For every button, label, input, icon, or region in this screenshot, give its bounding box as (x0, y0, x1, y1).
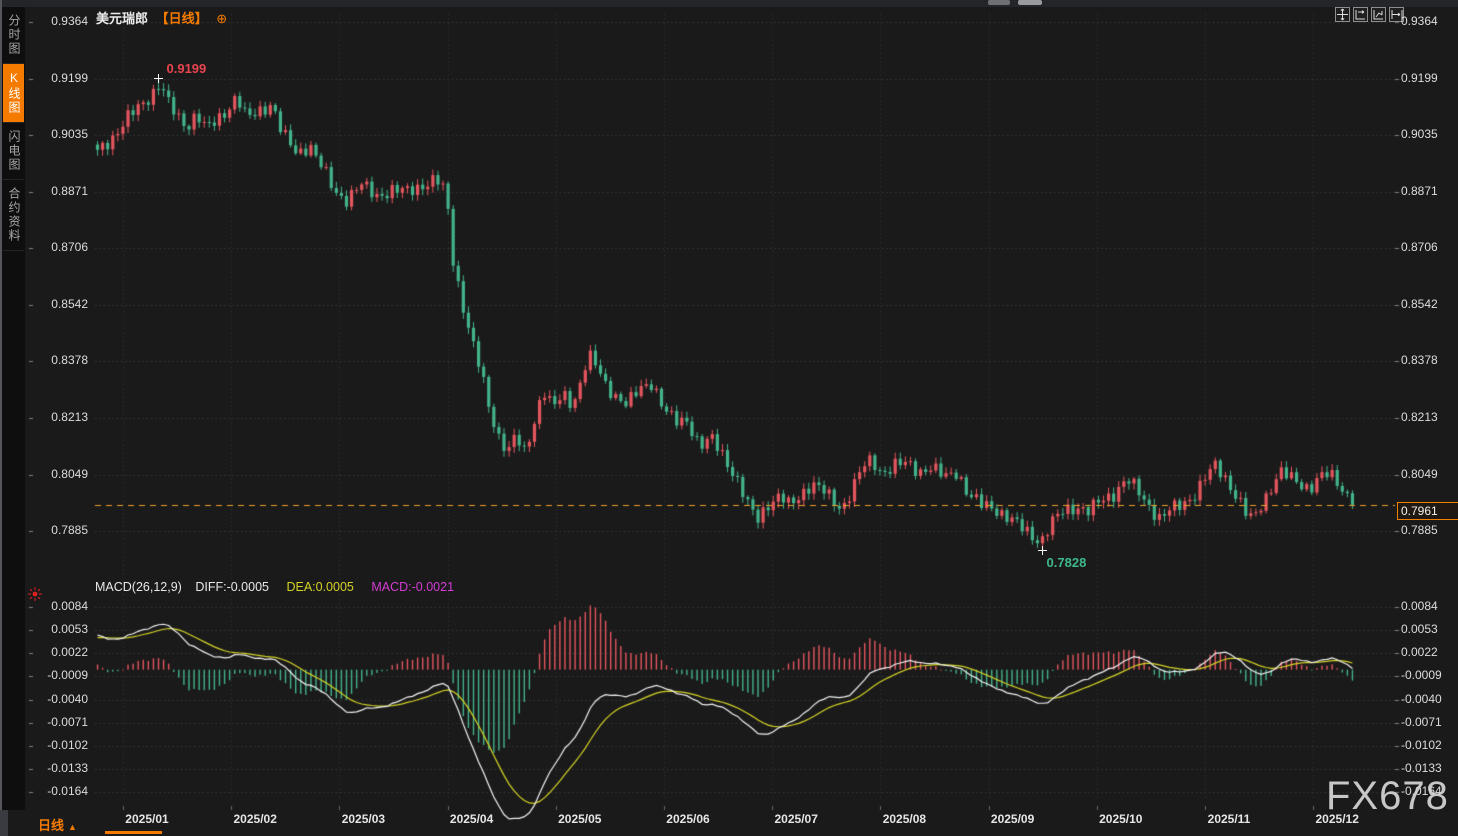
chart-toolbar (1335, 7, 1404, 22)
axis-tick-label: 0.9364 (51, 14, 88, 28)
period-selector-label: 日线 (38, 818, 65, 833)
window-top-strip (0, 0, 1458, 7)
window-control-stub (988, 0, 1010, 5)
chart-type-sidebar: 分时图 K线图 闪电图 合约资料 (2, 7, 25, 810)
axis-tick-label: 0.9035 (1401, 127, 1438, 142)
low-price-annotation: 0.7828 (1046, 554, 1087, 570)
axis-tick-label: 0.0053 (1401, 622, 1438, 637)
macd-macd-value: MACD:-0.0021 (371, 580, 455, 594)
indicator-flash-icon[interactable] (27, 586, 43, 607)
x-axis-label: 2025/03 (341, 812, 386, 826)
x-axis-label: 2025/12 (1315, 812, 1359, 826)
axis-tick-label: -0.0102 (1401, 737, 1442, 752)
scroll-to-latest-icon[interactable] (1389, 7, 1404, 22)
x-axis-label: 2025/01 (125, 812, 169, 826)
auto-fit-x-icon[interactable] (1353, 7, 1368, 22)
high-price-annotation: 0.9199 (166, 60, 207, 76)
axis-tick-label: -0.0164 (1401, 784, 1442, 798)
axis-tick-label: 0.8706 (51, 240, 88, 255)
axis-tick-label: 0.0084 (1401, 599, 1438, 613)
x-axis-label: 2025/07 (774, 812, 818, 826)
low-marker-icon (1038, 546, 1048, 556)
period-selector-arrow-icon: ▲ (68, 822, 77, 832)
axis-tick-label: 0.9364 (1401, 14, 1438, 28)
x-axis-label: 2025/11 (1207, 812, 1251, 826)
axis-tick-label: 0.8213 (51, 410, 88, 425)
axis-tick-label: 0.0084 (51, 599, 88, 613)
x-axis-label: 2025/04 (449, 812, 494, 826)
scrollbar-corner (0, 810, 8, 836)
auto-fit-y-icon[interactable] (1371, 7, 1386, 22)
axis-tick-label: 0.8378 (51, 353, 88, 368)
period-selector[interactable]: 日线 ▲ (38, 815, 77, 834)
axis-tick-label: 0.0053 (51, 622, 88, 637)
axis-tick-label: -0.0040 (1401, 691, 1442, 706)
x-axis-label: 2025/08 (882, 812, 927, 826)
axis-tick-label: 0.8542 (1401, 296, 1438, 311)
axis-tick-label: 0.8378 (1401, 353, 1438, 368)
axis-tick-label: 0.8871 (1401, 183, 1438, 198)
sidebar-item-contract-info[interactable]: 合约资料 (3, 180, 24, 251)
x-axis-label: 2025/02 (233, 812, 277, 826)
sidebar-item-flash-chart[interactable]: 闪电图 (3, 123, 24, 180)
visible-range-scrollbar[interactable] (105, 831, 162, 834)
axis-tick-label: -0.0071 (1401, 714, 1442, 729)
x-axis-label: 2025/10 (1099, 812, 1143, 826)
sidebar-item-kline-chart[interactable]: K线图 (3, 64, 24, 123)
axis-tick-label: -0.0164 (47, 784, 88, 798)
axis-tick-label: 0.8871 (51, 183, 88, 198)
axis-tick-label: 0.8706 (1401, 240, 1438, 255)
axis-tick-label: 0.0022 (1401, 645, 1438, 660)
axis-tick-label: 0.8049 (51, 466, 88, 481)
chart-header: 美元瑞郎 【日线】 ⊕ (96, 8, 227, 27)
crosshair-pan-icon[interactable] (1335, 7, 1350, 22)
window-control-stub (1018, 0, 1042, 5)
window-left-edge (0, 0, 2, 836)
axis-tick-label: 0.9199 (1401, 70, 1438, 85)
axis-tick-label: 0.9199 (51, 70, 88, 85)
axis-tick-label: 0.7885 (51, 523, 88, 537)
axis-tick-label: -0.0071 (47, 714, 88, 729)
high-marker-icon (154, 74, 163, 84)
axis-tick-label: 0.8213 (1401, 410, 1438, 425)
axis-tick-label: 0.0022 (51, 645, 88, 660)
watermark: FX678 (1326, 774, 1449, 818)
period-tag: 【日线】 (155, 11, 208, 26)
axis-tick-label: -0.0009 (47, 668, 88, 683)
macd-params-label: MACD(26,12,9) (95, 580, 182, 594)
axis-tick-label: -0.0133 (1401, 760, 1442, 775)
axis-tick-label: -0.0040 (47, 691, 88, 706)
x-axis-label: 2025/05 (558, 812, 602, 826)
symbol-title: 美元瑞郎 (96, 11, 149, 26)
expand-icon[interactable]: ⊕ (216, 11, 228, 26)
sidebar-item-minute-chart[interactable]: 分时图 (3, 7, 24, 64)
axis-tick-label: -0.0102 (47, 737, 88, 752)
axis-tick-label: 0.8542 (51, 296, 88, 311)
axis-tick-label: 0.7885 (1401, 523, 1438, 537)
axis-tick-label: -0.0009 (1401, 668, 1442, 683)
last-price-badge: 0.7961 (1397, 501, 1458, 520)
macd-diff-value: DIFF:-0.0005 (195, 580, 269, 594)
x-axis-label: 2025/06 (666, 812, 710, 826)
macd-dea-value: DEA:0.0005 (286, 580, 354, 594)
x-axis-label: 2025/09 (990, 812, 1035, 826)
axis-tick-label: 0.8049 (1401, 466, 1438, 481)
axis-tick-label: 0.9035 (51, 127, 88, 142)
macd-legend: MACD(26,12,9) DIFF:-0.0005 DEA:0.0005 MA… (95, 580, 454, 594)
axis-tick-label: -0.0133 (47, 760, 88, 775)
